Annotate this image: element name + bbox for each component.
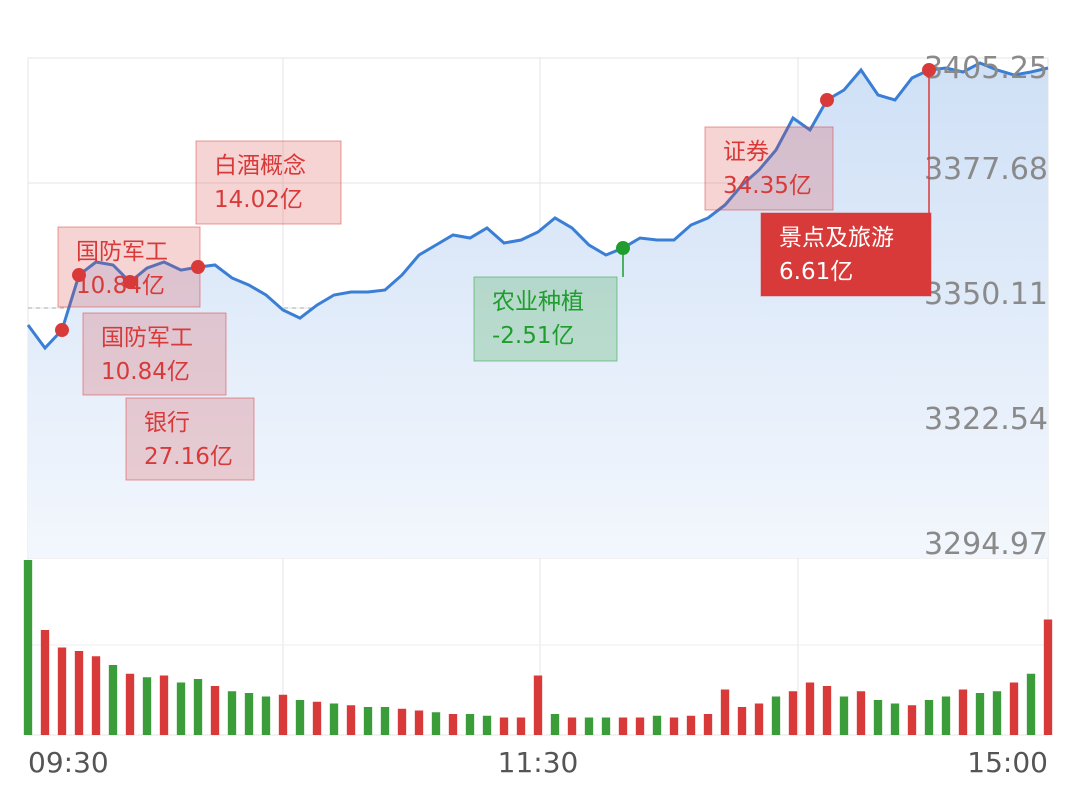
event-amount: 10.84亿: [76, 273, 165, 299]
event-dot: [820, 93, 834, 108]
event-dot: [922, 63, 936, 78]
volume-bar: [210, 686, 220, 735]
volume-bar: [890, 703, 900, 735]
x-tick-label: 15:00: [967, 746, 1048, 779]
event-dot: [191, 260, 205, 275]
event-name: 白酒概念: [214, 153, 306, 179]
volume-bar: [108, 665, 118, 735]
volume-bar: [822, 686, 832, 735]
event-name: 国防军工: [101, 325, 193, 351]
volume-bar: [1026, 673, 1036, 735]
volume-bar: [74, 651, 84, 735]
y-tick-label: 3405.25: [924, 51, 1048, 86]
event-dot: [123, 275, 137, 290]
volume-bar: [720, 689, 730, 735]
volume-bar: [57, 647, 67, 735]
volume-bar: [278, 694, 288, 735]
volume-bar: [312, 701, 322, 735]
event-dot: [616, 241, 630, 256]
volume-bar: [40, 630, 50, 735]
volume-bar: [805, 682, 815, 735]
volume-bar: [856, 691, 866, 735]
volume-bar: [176, 682, 186, 735]
y-tick-label: 3350.11: [924, 277, 1048, 312]
volume-bar: [142, 677, 152, 735]
volume-bar: [788, 691, 798, 735]
volume-bar: [635, 717, 645, 735]
event-box: [82, 312, 227, 396]
volume-bar: [584, 717, 594, 735]
volume-bar: [533, 675, 543, 735]
volume-bar: [227, 691, 237, 735]
volume-bar: [397, 708, 407, 735]
event-dot: [72, 268, 86, 283]
volume-bar: [482, 715, 492, 735]
event-amount: 34.35亿: [723, 173, 812, 199]
volume-bar: [261, 696, 271, 735]
volume-bar: [601, 717, 611, 735]
volume-bar: [23, 560, 33, 735]
volume-bar: [431, 712, 441, 735]
volume-bar: [414, 710, 424, 735]
event-name: 证券: [723, 139, 769, 165]
volume-bar: [448, 714, 458, 735]
event-amount: 14.02亿: [214, 187, 303, 213]
volume-bar: [125, 673, 135, 735]
volume-bar: [924, 700, 934, 735]
volume-bar: [958, 689, 968, 735]
volume-bar: [550, 714, 560, 735]
event-box: [704, 126, 834, 211]
volume-bar: [1043, 619, 1053, 735]
volume-bar: [771, 696, 781, 735]
y-tick-label: 3322.54: [924, 402, 1048, 437]
event-box: [195, 140, 342, 225]
event-name: 景点及旅游: [779, 225, 894, 251]
volume-bar: [839, 696, 849, 735]
y-tick-label: 3377.68: [924, 152, 1048, 187]
volume-bar: [346, 705, 356, 735]
volume-bar: [754, 703, 764, 735]
event-amount: -2.51亿: [492, 323, 575, 349]
event-dot: [55, 323, 69, 338]
volume-bar: [295, 700, 305, 735]
volume-bar: [652, 715, 662, 735]
volume-bar: [193, 679, 203, 735]
volume-bar: [465, 714, 475, 735]
volume-bar: [159, 675, 169, 735]
event-amount: 10.84亿: [101, 359, 190, 385]
volume-bar: [737, 707, 747, 735]
volume-bar: [567, 717, 577, 735]
volume-bar: [244, 693, 254, 735]
volume-bar: [873, 700, 883, 735]
volume-bar: [669, 717, 679, 735]
volume-bar: [363, 707, 373, 735]
x-tick-label: 09:30: [28, 746, 109, 779]
volume-bar: [907, 705, 917, 735]
event-name: 国防军工: [76, 239, 168, 265]
event-box: [125, 397, 255, 481]
event-box: [57, 226, 201, 308]
volume-bar: [686, 715, 696, 735]
volume-bar: [992, 691, 1002, 735]
volume-bar: [499, 717, 509, 735]
y-tick-label: 3294.97: [924, 527, 1048, 562]
volume-bar: [941, 696, 951, 735]
volume-bar: [975, 693, 985, 735]
volume-bar: [91, 656, 101, 735]
volume-bar: [380, 707, 390, 735]
volume-bar: [516, 717, 526, 735]
event-name: 农业种植: [492, 289, 584, 315]
event-box: [760, 212, 932, 297]
x-tick-label: 11:30: [498, 746, 579, 779]
event-amount: 27.16亿: [144, 444, 233, 470]
event-box: [473, 276, 618, 362]
event-name: 银行: [144, 410, 190, 436]
volume-bar: [618, 717, 628, 735]
price-area: [28, 63, 1048, 558]
volume-bar: [703, 714, 713, 735]
volume-bar: [1009, 682, 1019, 735]
event-amount: 6.61亿: [779, 259, 853, 285]
volume-bar: [329, 703, 339, 735]
